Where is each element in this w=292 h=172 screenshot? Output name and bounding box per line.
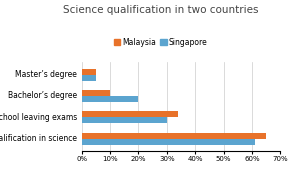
Bar — [82, 69, 96, 75]
Bar — [82, 111, 178, 117]
Bar — [82, 133, 266, 139]
Legend: Malaysia, Singapore: Malaysia, Singapore — [111, 35, 211, 50]
Bar — [82, 90, 110, 96]
Bar — [82, 139, 255, 144]
Bar — [82, 96, 138, 102]
Text: Science qualification in two countries: Science qualification in two countries — [63, 5, 258, 15]
Bar — [82, 75, 96, 81]
Bar — [82, 117, 167, 123]
